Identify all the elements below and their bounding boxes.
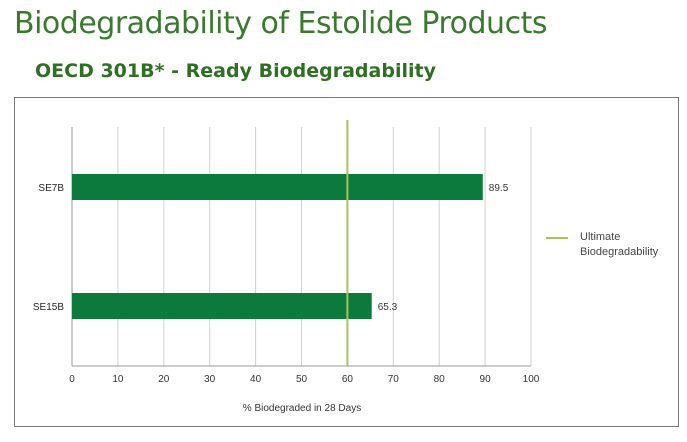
x-tick-label: 20	[158, 374, 170, 385]
x-tick-label: 90	[480, 374, 492, 385]
data-label: 89.5	[489, 183, 509, 194]
legend-label-line2: Biodegradability	[580, 246, 659, 258]
x-tick-label: 100	[523, 374, 540, 385]
x-tick-label: 50	[296, 374, 308, 385]
labels: 0 10 20 30 40 50 60 70 80 90 100 SE7B 89.5 SE15B 65.3	[33, 183, 540, 385]
x-tick-label: 80	[434, 374, 446, 385]
data-label: 65.3	[378, 302, 398, 313]
x-tick-label: 70	[388, 374, 400, 385]
x-tick-label: 10	[112, 374, 124, 385]
legend: Ultimate Biodegradability	[546, 231, 659, 258]
x-tick-label: 0	[69, 374, 75, 385]
bars	[72, 174, 483, 319]
bar-se7b	[72, 174, 483, 200]
legend-label-line1: Ultimate	[580, 231, 620, 243]
chart-subtitle: OECD 301B* - Ready Biodegradability	[35, 60, 436, 82]
x-tick-label: 60	[342, 374, 354, 385]
category-label: SE7B	[38, 183, 64, 194]
bar-se15b	[72, 293, 372, 319]
x-axis-title: % Biodegraded in 28 Days	[243, 403, 361, 414]
x-tick-label: 40	[250, 374, 262, 385]
gridlines	[71, 127, 532, 367]
category-label: SE15B	[33, 302, 64, 313]
x-tick-label: 30	[204, 374, 216, 385]
chart-main-title: Biodegradability of Estolide Products	[14, 6, 547, 41]
